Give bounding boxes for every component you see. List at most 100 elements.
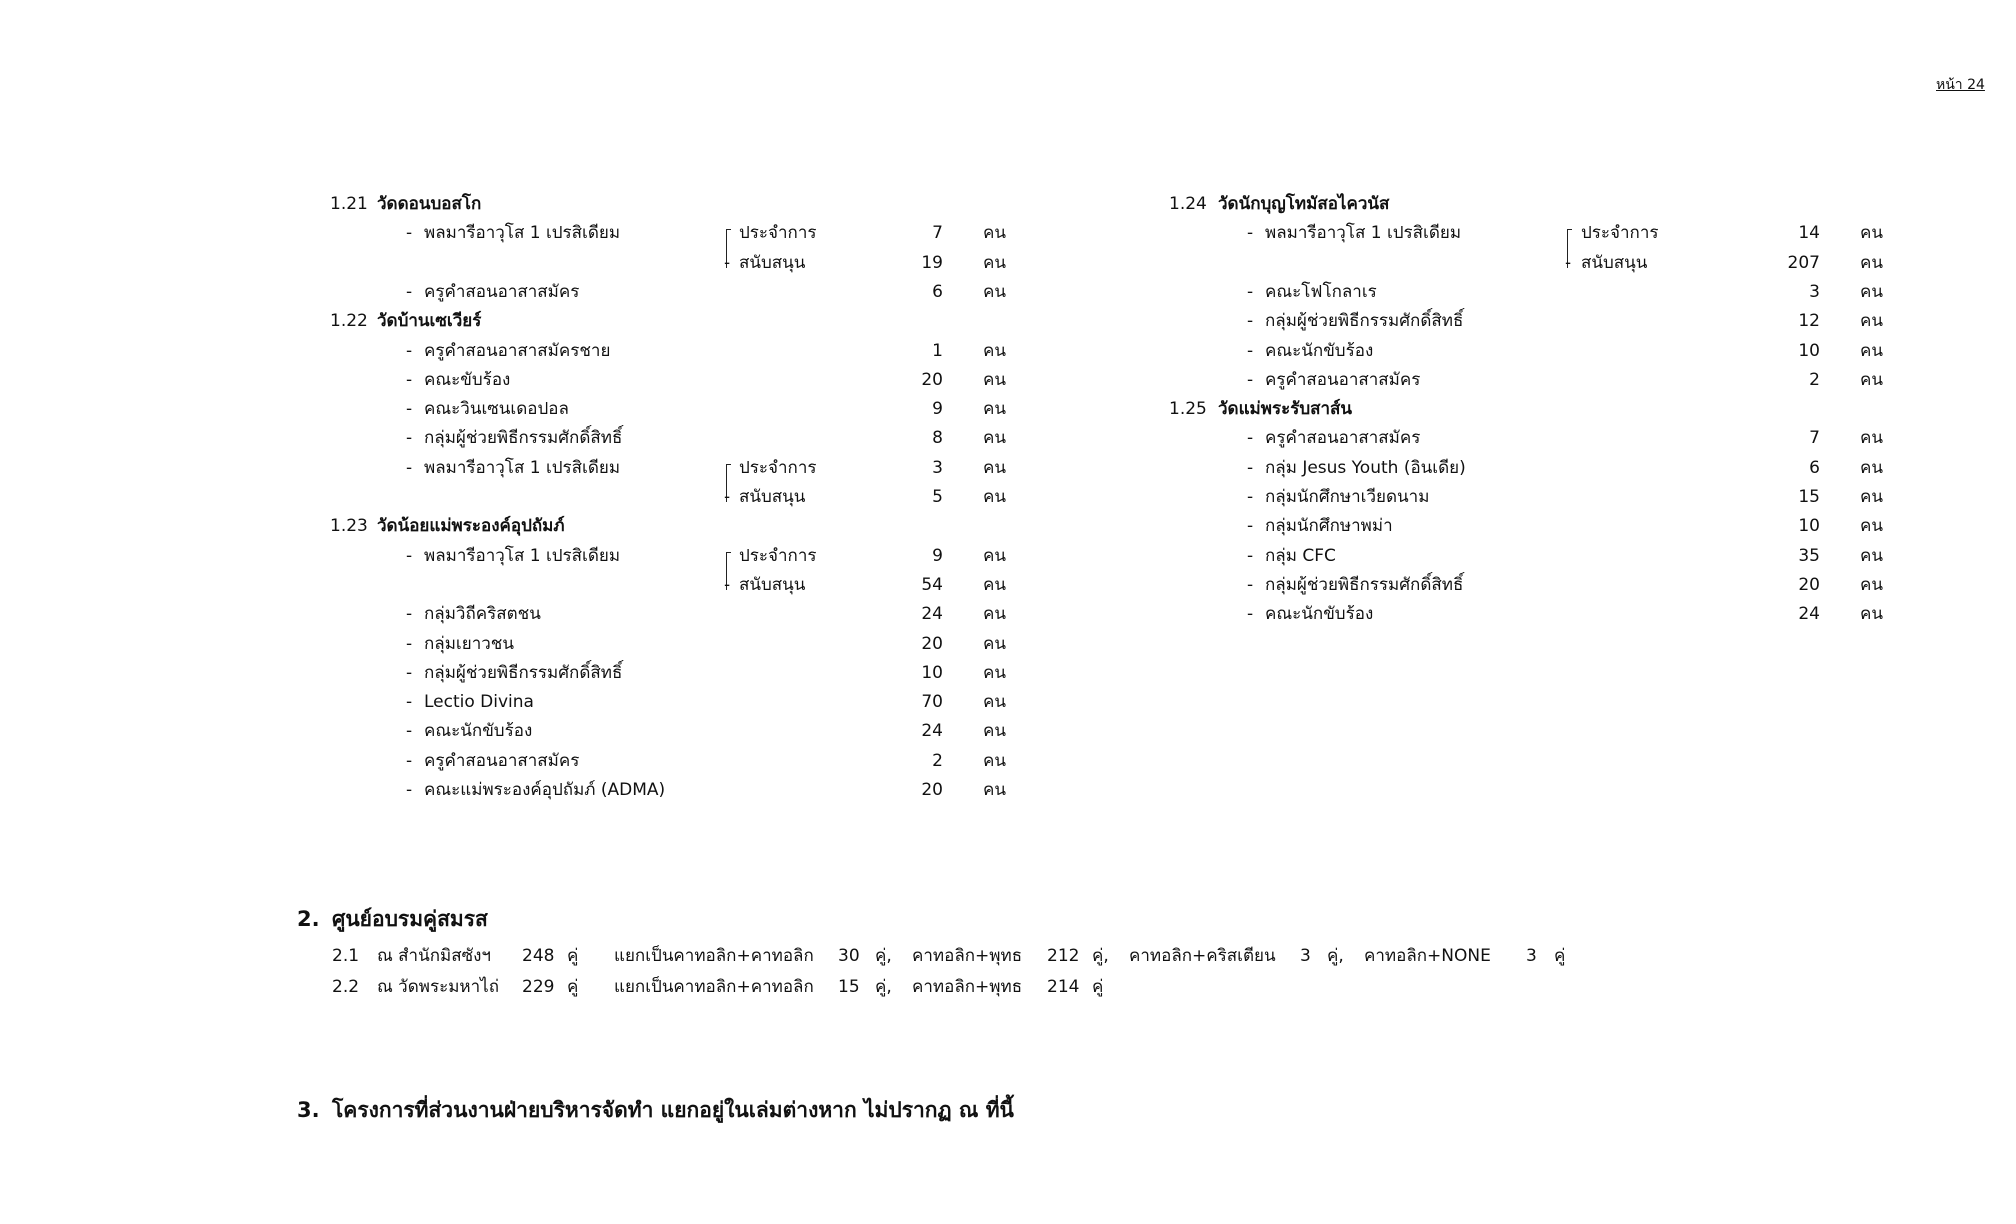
item-value: 15 (1798, 487, 1820, 507)
unit-label: คน (983, 428, 1006, 449)
couples-row-cell: 3 (1526, 946, 1537, 966)
couples-row-cell: คู่, (875, 946, 892, 966)
item-value: 10 (1798, 516, 1820, 537)
bullet-dash: - (1247, 574, 1254, 595)
item-value: 3 (932, 457, 943, 478)
bullet-dash: - (1247, 281, 1254, 302)
couples-row-cell: 2.2 (332, 977, 360, 997)
bullet-dash: - (406, 399, 413, 420)
couples-row-cell: คู่ (567, 946, 579, 966)
bracket (726, 229, 731, 268)
unit-label: คน (983, 633, 1006, 654)
section-title: วัดน้อยแม่พระองค์อุปถัมภ์ (377, 516, 565, 537)
sub-label: ประจำการ (1581, 223, 1659, 244)
unit-label: คน (1860, 516, 1883, 537)
couples-row-cell: 30 (838, 946, 860, 966)
bullet-dash: - (724, 487, 731, 507)
item-value: 207 (1787, 252, 1820, 273)
bullet-dash: - (1565, 252, 1572, 273)
item-label: คณะนักขับร้อง (1265, 340, 1374, 361)
couples-row-cell: คู่ (567, 977, 579, 997)
item-label: คณะวินเซนเดอปอล (424, 399, 569, 420)
bullet-dash: - (1247, 545, 1254, 566)
bullet-dash: - (406, 780, 413, 800)
item-label: พลมารีอาวุโส 1 เปรสิเดียม (424, 457, 621, 478)
couples-row-cell: คู่, (1092, 946, 1109, 966)
unit-label: คน (1860, 487, 1883, 507)
couples-row-cell: 229 (522, 977, 555, 997)
item-value: 8 (932, 428, 943, 449)
item-label: กลุ่มเยาวชน (424, 633, 514, 654)
couples-row-cell: 248 (522, 946, 555, 966)
item-value: 6 (1809, 457, 1820, 478)
section-title: วัดบ้านเซเวียร์ (377, 311, 482, 332)
couples-row-cell: คาทอลิก+พุทธ (912, 977, 1023, 997)
section-number: 1.25 (1169, 399, 1207, 420)
unit-label: คน (983, 487, 1006, 507)
bullet-dash: - (1247, 340, 1254, 361)
couples-row-cell: 3 (1300, 946, 1311, 966)
unit-label: คน (983, 369, 1006, 390)
item-value: 1 (932, 340, 943, 361)
couples-row-cell: ณ สำนักมิสซังฯ (377, 946, 491, 966)
sub-label: สนับสนุน (739, 252, 806, 273)
bullet-dash: - (1247, 604, 1254, 625)
item-value: 14 (1798, 223, 1820, 244)
sub-label: ประจำการ (739, 457, 817, 478)
item-label: กลุ่ม CFC (1265, 545, 1336, 566)
bullet-dash: - (406, 662, 413, 683)
item-value: 2 (932, 750, 943, 771)
section-number: 1.22 (330, 311, 368, 332)
item-value: 12 (1798, 311, 1820, 332)
item-label: คณะนักขับร้อง (424, 721, 533, 742)
item-value: 19 (921, 252, 943, 273)
bullet-dash: - (406, 457, 413, 478)
item-label: ครูคำสอนอาสาสมัคร (1265, 428, 1421, 449)
item-value: 70 (921, 692, 943, 713)
item-label: พลมารีอาวุโส 1 เปรสิเดียม (1265, 223, 1462, 244)
couples-row-cell: แยกเป็นคาทอลิก+คาทอลิก (614, 977, 814, 997)
section-3-title: โครงการที่ส่วนงานฝ่ายบริหารจัดทำ แยกอยู่… (332, 1098, 1014, 1122)
item-label: กลุ่มผู้ช่วยพิธีกรรมศักดิ์สิทธิ์ (424, 428, 623, 449)
unit-label: คน (983, 574, 1006, 595)
item-label: พลมารีอาวุโส 1 เปรสิเดียม (424, 223, 621, 244)
item-label: ครูคำสอนอาสาสมัคร (1265, 369, 1421, 390)
section-number: 1.23 (330, 516, 368, 537)
bullet-dash: - (1247, 457, 1254, 478)
unit-label: คน (1860, 311, 1883, 332)
item-label: คณะนักขับร้อง (1265, 604, 1374, 625)
unit-label: คน (1860, 252, 1883, 273)
couples-row-cell: คาทอลิก+NONE (1364, 946, 1491, 966)
couples-row-cell: 214 (1047, 977, 1080, 997)
bullet-dash: - (406, 633, 413, 654)
section-number: 1.24 (1169, 194, 1207, 214)
unit-label: คน (983, 750, 1006, 771)
bullet-dash: - (406, 545, 413, 566)
item-label: กลุ่มวิถีคริสตชน (424, 604, 541, 625)
section-title: วัดแม่พระรับสาส์น (1218, 399, 1353, 420)
bullet-dash: - (1247, 487, 1254, 507)
couples-row-cell: 212 (1047, 946, 1080, 966)
bullet-dash: - (1247, 223, 1254, 244)
couples-row-cell: คู่, (875, 977, 892, 997)
unit-label: คน (1860, 457, 1883, 478)
sub-label: สนับสนุน (739, 487, 806, 507)
bracket (1567, 229, 1572, 268)
item-value: 24 (921, 604, 943, 625)
item-value: 20 (921, 369, 943, 390)
item-value: 10 (1798, 340, 1820, 361)
item-value: 24 (921, 721, 943, 742)
item-value: 5 (932, 487, 943, 507)
item-value: 10 (921, 662, 943, 683)
unit-label: คน (983, 252, 1006, 273)
item-value: 20 (921, 633, 943, 654)
bullet-dash: - (1247, 516, 1254, 537)
bullet-dash: - (406, 223, 413, 244)
couples-row-cell: 15 (838, 977, 860, 997)
unit-label: คน (983, 457, 1006, 478)
couples-row-cell: คาทอลิก+คริสเตียน (1129, 946, 1276, 966)
item-value: 7 (932, 223, 943, 244)
item-value: 9 (932, 545, 943, 566)
item-label: คณะขับร้อง (424, 369, 511, 390)
bullet-dash: - (406, 340, 413, 361)
